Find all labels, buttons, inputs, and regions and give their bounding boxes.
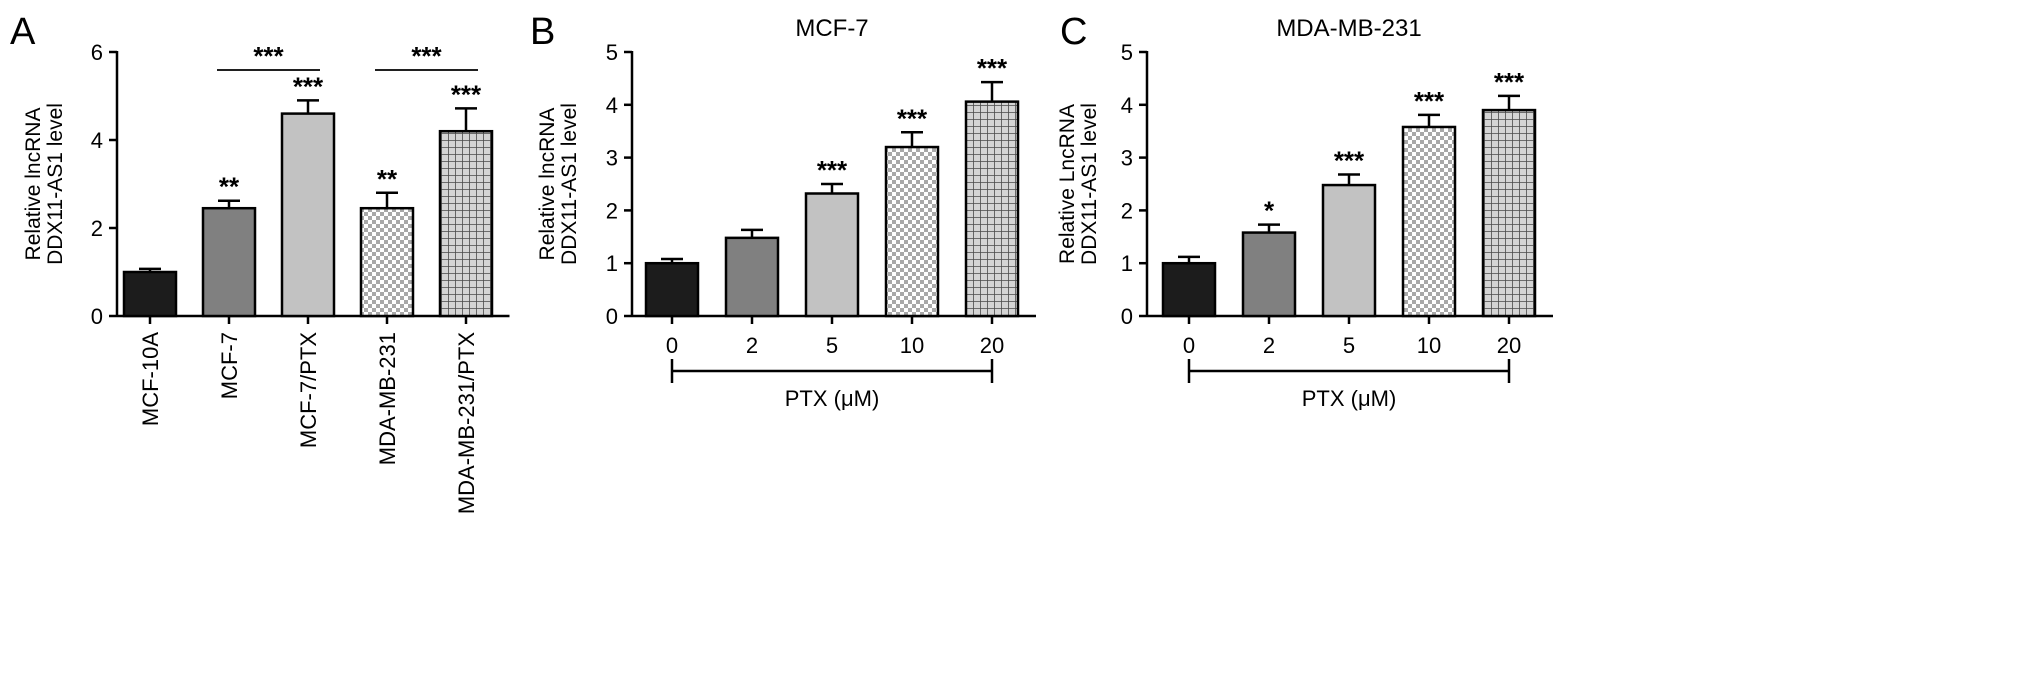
significance-label: *** — [1414, 86, 1445, 116]
y-tick-label: 3 — [606, 146, 618, 171]
x-tick-label: 10 — [1417, 333, 1441, 358]
y-tick-label: 2 — [1121, 198, 1133, 223]
bar — [884, 145, 940, 318]
y-tick-label: 0 — [606, 304, 618, 329]
y-tick-label: 4 — [606, 93, 618, 118]
bar — [280, 112, 336, 318]
y-axis-label: Relative LncRNA — [1056, 104, 1079, 264]
bar — [359, 206, 415, 318]
x-tick-label: 5 — [826, 333, 838, 358]
y-axis-label: DDX11-AS1 level — [558, 103, 581, 265]
x-tick-label: MCF-10A — [138, 332, 163, 426]
y-tick-label: 2 — [606, 198, 618, 223]
x-axis-label: PTX (μM) — [1302, 386, 1397, 411]
chart-title: MCF-7 — [795, 15, 868, 42]
y-tick-label: 1 — [1121, 251, 1133, 276]
significance-label: *** — [817, 155, 848, 185]
panel-letter: C — [1060, 11, 1087, 53]
comparison-label: *** — [411, 41, 442, 71]
significance-label: *** — [293, 71, 324, 101]
significance-label: ** — [377, 164, 398, 194]
y-axis-label: DDX11-AS1 level — [1078, 103, 1101, 265]
y-tick-label: 0 — [1121, 304, 1133, 329]
x-tick-label: MDA-MB-231 — [375, 332, 400, 465]
y-tick-label: 4 — [91, 128, 103, 153]
y-tick-label: 1 — [606, 251, 618, 276]
significance-label: *** — [1334, 145, 1365, 175]
panel-a: A Relative lncRNA DDX11-AS1 level 0 2 4 6 MCF-1… — [10, 11, 510, 514]
comparison-label: *** — [253, 41, 284, 71]
significance-label: * — [1264, 196, 1275, 226]
bar — [438, 129, 494, 318]
y-tick-label: 4 — [1121, 93, 1133, 118]
significance-label: *** — [977, 53, 1008, 83]
significance-label: ** — [219, 172, 240, 202]
y-tick-label: 6 — [91, 40, 103, 65]
panel-b: B MCF-7 Relative lncRNA DDX11-AS1 level 0 1 2 3… — [530, 11, 1036, 411]
y-tick-label: 3 — [1121, 146, 1133, 171]
y-tick-label: 2 — [91, 216, 103, 241]
y-axis-label: DDX11-AS1 level — [44, 103, 67, 265]
y-tick-label: 0 — [91, 304, 103, 329]
panel-c: C MDA-MB-231 Relative LncRNA DDX11-AS1 leve… — [1056, 11, 1553, 411]
panel-letter: B — [530, 11, 555, 53]
y-tick-label: 5 — [606, 40, 618, 65]
x-tick-label: 2 — [1263, 333, 1275, 358]
bar — [644, 261, 700, 318]
bar — [724, 236, 780, 318]
bar — [1401, 125, 1457, 318]
bar — [1241, 231, 1297, 318]
bar — [1161, 261, 1217, 318]
chart-title: MDA-MB-231 — [1276, 15, 1421, 42]
x-axis-label: PTX (μM) — [785, 386, 880, 411]
x-tick-label: 0 — [1183, 333, 1195, 358]
bar — [122, 270, 178, 318]
x-tick-label: 2 — [746, 333, 758, 358]
y-tick-label: 5 — [1121, 40, 1133, 65]
significance-label: *** — [451, 79, 482, 109]
y-axis-label: Relative lncRNA — [536, 108, 559, 261]
bar — [1321, 183, 1377, 318]
x-tick-label: 20 — [1497, 333, 1521, 358]
bar — [201, 206, 257, 318]
bar — [1481, 108, 1537, 318]
significance-label: *** — [897, 103, 928, 133]
x-tick-label: MDA-MB-231/PTX — [454, 332, 479, 514]
x-tick-label: 10 — [900, 333, 924, 358]
y-axis-label: Relative lncRNA — [22, 108, 45, 261]
x-tick-label: 20 — [980, 333, 1004, 358]
panel-letter: A — [10, 11, 36, 53]
bar — [964, 100, 1020, 318]
x-tick-label: MCF-7 — [217, 332, 242, 399]
significance-label: *** — [1494, 67, 1525, 97]
x-tick-label: MCF-7/PTX — [296, 332, 321, 448]
x-tick-label: 5 — [1343, 333, 1355, 358]
bar — [804, 192, 860, 318]
x-tick-label: 0 — [666, 333, 678, 358]
